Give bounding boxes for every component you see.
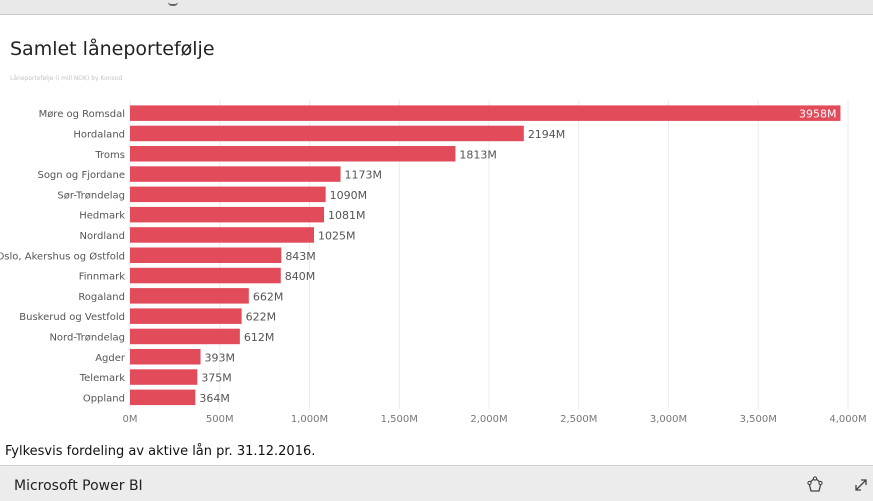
category-label: Buskerud og Vestfold [19,312,125,323]
chart-title: Samlet låneportefølje [10,38,215,60]
data-label: 612M [244,331,275,344]
x-tick-label: 4,000M [829,414,866,425]
category-label: Oslo, Akershus og Østfold [0,250,125,262]
brand-label: Microsoft Power BI [14,478,143,494]
data-label: 1081M [328,209,366,222]
bar [130,369,198,385]
x-tick-label: 1,000M [291,414,328,425]
category-label: Agder [95,353,126,364]
share-icon[interactable] [804,474,826,496]
data-label: 1813M [459,148,497,161]
category-label: Troms [94,150,125,161]
data-label: 622M [246,311,276,324]
bar [130,349,201,365]
x-tick-label: 3,000M [650,414,687,425]
bar [130,206,325,223]
category-label: Hedmark [79,211,125,222]
bar [130,389,196,406]
category-label: Sør-Trøndelag [57,190,125,201]
bar [130,227,314,243]
data-label: 2194M [528,128,566,141]
x-tick-label: 0M [123,414,138,425]
bar [130,247,282,263]
category-label: Finnmark [79,272,125,283]
chart-subtitle: Låneportefølje (i mill NOK) by Konsod [10,75,123,82]
category-label: Telemark [79,373,125,384]
bar [130,186,326,203]
expand-icon[interactable] [850,474,872,496]
x-tick-label: 1,500M [381,414,418,425]
bar [130,166,341,182]
data-label: 662M [253,290,283,303]
category-label: Hordaland [73,129,125,140]
chart-caption: Fylkesvis fordeling av aktive lån pr. 31… [5,444,316,459]
footer-bar: Microsoft Power BI [0,465,873,501]
top-bar-fragment [168,0,178,6]
data-label: 840M [285,270,316,283]
category-label: Møre og Romsdal [39,109,125,120]
category-label: Nord-Trøndelag [49,332,125,343]
bar [130,125,524,142]
x-tick-label: 500M [206,414,234,425]
data-label: 1090M [330,189,368,202]
data-label: 1025M [318,229,356,242]
x-tick-label: 2,500M [560,414,597,425]
bar [130,105,841,121]
bar [130,308,242,324]
data-label: 375M [201,372,232,385]
top-bar [0,0,873,15]
data-label: 3958M [799,108,837,121]
category-label: Sogn og Fjordane [37,170,125,181]
bar [130,328,240,345]
data-label: 393M [205,351,236,364]
data-label: 364M [199,392,230,405]
x-tick-label: 2,000M [470,414,507,425]
bar [130,146,456,162]
x-tick-label: 3,500M [740,414,777,425]
category-label: Oppland [83,393,125,404]
bar-chart: 0M 500M 1,000M 1,500M 2,000M 2,500M 3,000M 3,50… [0,100,867,425]
data-label: 1173M [345,169,383,182]
category-label: Nordland [80,231,125,242]
bar [130,288,249,304]
bar [130,267,281,284]
data-label: 843M [285,250,316,263]
category-label: Rogaland [78,292,125,303]
